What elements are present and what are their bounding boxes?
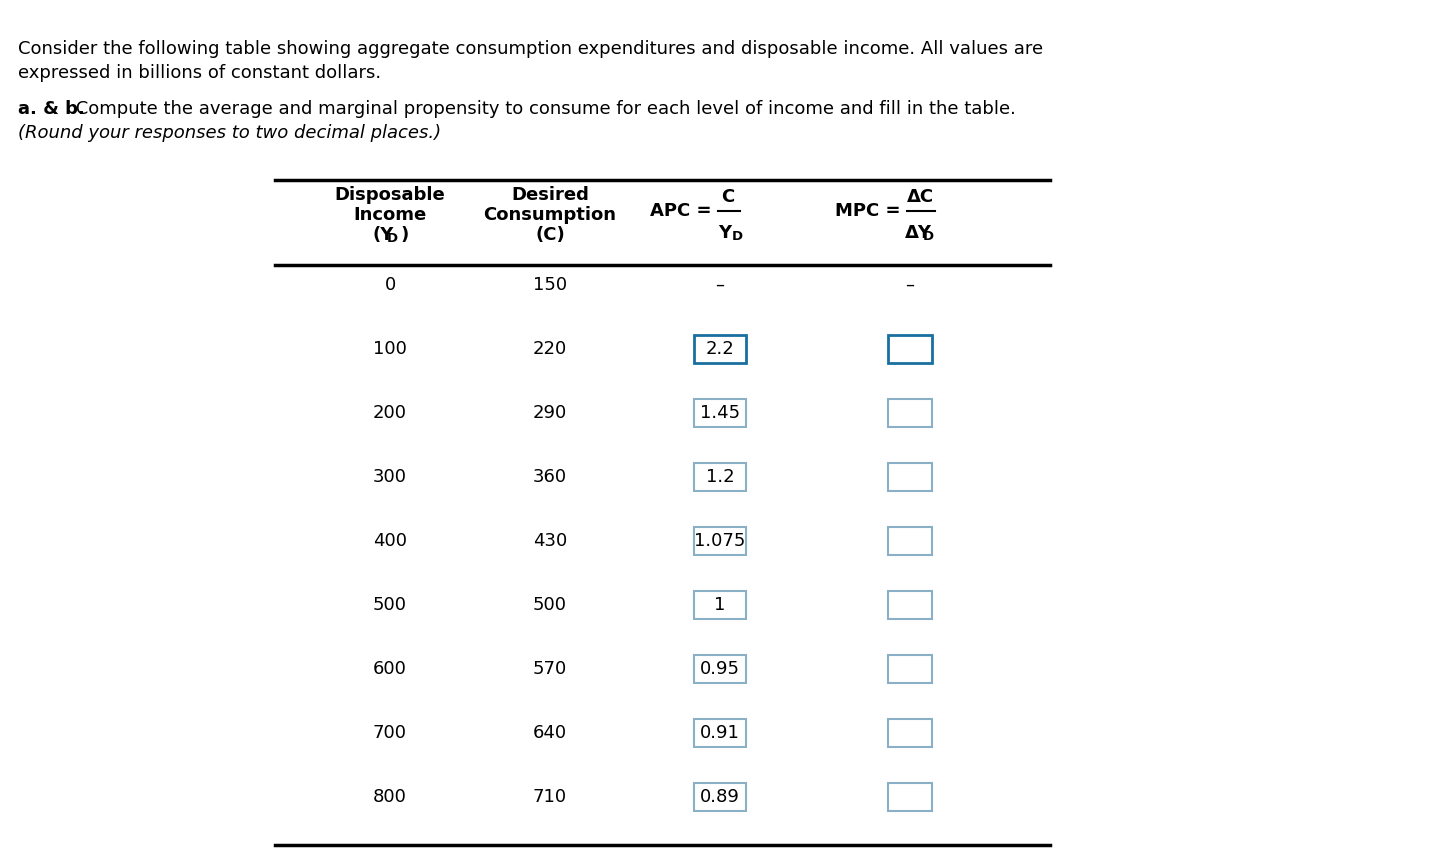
Text: 500: 500 bbox=[373, 596, 408, 614]
Bar bbox=[694, 399, 746, 427]
Text: –: – bbox=[715, 276, 725, 294]
Text: 500: 500 bbox=[533, 596, 568, 614]
Text: 0.89: 0.89 bbox=[701, 788, 739, 806]
Bar bbox=[694, 591, 746, 619]
Text: D: D bbox=[922, 230, 934, 243]
Bar bbox=[694, 719, 746, 747]
Bar bbox=[888, 527, 932, 555]
Text: 570: 570 bbox=[533, 660, 568, 678]
Text: Consider the following table showing aggregate consumption expenditures and disp: Consider the following table showing agg… bbox=[19, 40, 1042, 58]
Text: Y: Y bbox=[718, 224, 731, 242]
Text: Desired: Desired bbox=[511, 186, 589, 204]
Text: 1.2: 1.2 bbox=[705, 468, 735, 486]
Text: 290: 290 bbox=[533, 404, 568, 422]
Text: –: – bbox=[905, 276, 915, 294]
Bar bbox=[888, 719, 932, 747]
Text: (Round your responses to two decimal places.): (Round your responses to two decimal pla… bbox=[19, 124, 440, 142]
Bar bbox=[694, 783, 746, 811]
Text: Disposable: Disposable bbox=[335, 186, 445, 204]
Bar bbox=[888, 591, 932, 619]
Bar bbox=[888, 463, 932, 491]
Text: 2.2: 2.2 bbox=[705, 340, 735, 358]
Text: ): ) bbox=[400, 226, 408, 244]
Text: 100: 100 bbox=[373, 340, 408, 358]
Bar bbox=[888, 399, 932, 427]
Bar bbox=[694, 527, 746, 555]
Text: expressed in billions of constant dollars.: expressed in billions of constant dollar… bbox=[19, 64, 382, 82]
Text: D: D bbox=[732, 230, 744, 243]
Text: APC =: APC = bbox=[651, 202, 712, 220]
Text: 700: 700 bbox=[373, 724, 408, 742]
Bar bbox=[888, 783, 932, 811]
Text: Compute the average and marginal propensity to consume for each level of income : Compute the average and marginal propens… bbox=[70, 100, 1015, 118]
Text: (C): (C) bbox=[535, 226, 565, 244]
Text: ΔY: ΔY bbox=[905, 224, 932, 242]
Text: 360: 360 bbox=[533, 468, 568, 486]
Text: 1: 1 bbox=[715, 596, 725, 614]
Text: MPC =: MPC = bbox=[835, 202, 901, 220]
Text: 430: 430 bbox=[533, 532, 568, 550]
Text: 800: 800 bbox=[373, 788, 408, 806]
Text: (Y: (Y bbox=[372, 226, 393, 244]
Text: 0.95: 0.95 bbox=[701, 660, 739, 678]
Text: 0.91: 0.91 bbox=[701, 724, 739, 742]
Text: ΔC: ΔC bbox=[907, 188, 934, 206]
Text: a. & b.: a. & b. bbox=[19, 100, 84, 118]
Bar bbox=[694, 463, 746, 491]
Text: D: D bbox=[388, 232, 398, 245]
Text: Income: Income bbox=[353, 206, 426, 224]
Text: 1.075: 1.075 bbox=[695, 532, 745, 550]
Text: 0: 0 bbox=[385, 276, 396, 294]
Bar bbox=[888, 655, 932, 683]
Text: 1.45: 1.45 bbox=[699, 404, 741, 422]
Text: 200: 200 bbox=[373, 404, 408, 422]
Text: Consumption: Consumption bbox=[483, 206, 616, 224]
Text: 220: 220 bbox=[533, 340, 568, 358]
Text: 400: 400 bbox=[373, 532, 408, 550]
Text: 710: 710 bbox=[533, 788, 568, 806]
Text: 600: 600 bbox=[373, 660, 408, 678]
Bar bbox=[694, 335, 746, 363]
Text: 150: 150 bbox=[533, 276, 568, 294]
Bar bbox=[888, 335, 932, 363]
Text: 300: 300 bbox=[373, 468, 408, 486]
Bar bbox=[694, 655, 746, 683]
Text: C: C bbox=[721, 188, 735, 206]
Text: 640: 640 bbox=[533, 724, 568, 742]
